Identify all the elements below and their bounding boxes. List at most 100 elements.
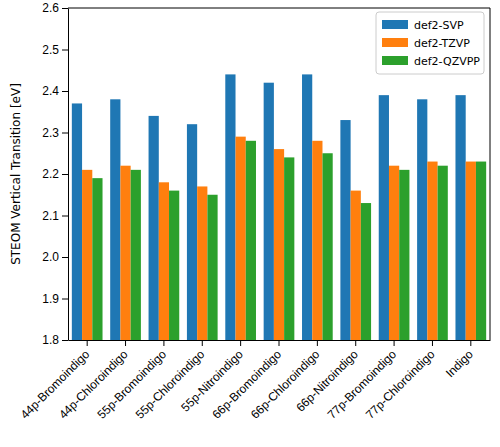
legend-label: def2-SVP — [414, 19, 464, 32]
y-tick-mark — [62, 50, 68, 51]
bar — [389, 166, 399, 340]
x-tick-label: 44p-Chloroindigo — [56, 347, 131, 422]
y-tick-mark — [62, 133, 68, 134]
x-tick-mark — [317, 340, 318, 346]
chart: 1.8 1.9 2.0 2.1 2.2 2.3 2.4 2.5 2.6 44p-Bromoindi… — [0, 0, 500, 447]
x-tick-label: 44p-Bromoindigo — [18, 347, 93, 422]
y-tick-mark — [62, 216, 68, 217]
x-axis: 44p-Bromoindigo44p-Chloroindigo55p-Bromo… — [18, 340, 491, 422]
bar-series — [82, 137, 476, 340]
x-tick: Indigo — [443, 340, 476, 380]
legend-label: def2-QZVPP — [414, 55, 480, 68]
x-tick: 77p-Bromoindigo — [325, 340, 400, 422]
y-tick: 2.2 — [42, 167, 68, 181]
bar — [159, 182, 169, 340]
x-tick: 77p-Chloroindigo — [363, 340, 438, 422]
legend-item: def2-TZVP — [382, 37, 470, 50]
y-tick-mark — [62, 299, 68, 300]
bar — [361, 203, 371, 340]
legend-swatch — [382, 38, 408, 47]
legend-label: def2-TZVP — [414, 37, 470, 50]
bar — [340, 120, 350, 340]
y-tick-label: 2.6 — [42, 1, 59, 15]
plot: 1.8 1.9 2.0 2.1 2.2 2.3 2.4 2.5 2.6 44p-Bromoindi… — [18, 1, 491, 421]
bar — [82, 170, 92, 340]
bar — [131, 170, 141, 340]
x-tick: 66p-Chloroindigo — [248, 340, 323, 422]
frame — [490, 8, 491, 340]
bar — [379, 95, 389, 340]
bar-series — [72, 74, 466, 340]
y-tick: 2.5 — [42, 43, 68, 57]
x-tick-mark — [470, 340, 471, 346]
bar — [312, 141, 322, 340]
x-tick: 55p-Chloroindigo — [133, 340, 208, 422]
bar — [322, 153, 332, 340]
x-tick-label: 66p-Chloroindigo — [248, 347, 323, 422]
bar — [274, 149, 284, 340]
y-tick-label: 2.0 — [42, 250, 59, 264]
bar — [225, 74, 235, 340]
bar — [120, 166, 130, 340]
y-tick: 2.3 — [42, 126, 68, 140]
bar — [149, 116, 159, 340]
bar — [197, 186, 207, 340]
bar — [284, 157, 294, 340]
x-tick: 44p-Bromoindigo — [18, 340, 93, 422]
x-tick-mark — [163, 340, 164, 346]
bar — [302, 74, 312, 340]
y-tick: 2.6 — [42, 1, 68, 15]
bar — [351, 191, 361, 340]
x-tick-label: 77p-Bromoindigo — [325, 347, 400, 422]
x-tick: 66p-Bromoindigo — [210, 340, 285, 422]
y-tick-mark — [62, 257, 68, 258]
y-tick-label: 1.8 — [42, 333, 59, 347]
bar — [92, 178, 102, 340]
x-tick-mark — [87, 340, 88, 346]
y-axis-title: STEOM Vertical Transition [eV] — [9, 83, 23, 265]
x-tick-mark — [202, 340, 203, 346]
y-axis: 1.8 1.9 2.0 2.1 2.2 2.3 2.4 2.5 2.6 — [42, 1, 68, 347]
y-tick: 1.9 — [42, 292, 68, 306]
bar-series — [92, 141, 486, 340]
bar — [236, 137, 246, 340]
bar — [438, 166, 448, 340]
x-tick-label: 55p-Bromoindigo — [94, 347, 169, 422]
x-tick: 44p-Chloroindigo — [56, 340, 131, 422]
y-tick-mark — [62, 91, 68, 92]
bar — [207, 195, 217, 340]
x-tick-label: 66p-Bromoindigo — [210, 347, 285, 422]
bar — [246, 141, 256, 340]
bar — [455, 95, 465, 340]
bar — [187, 124, 197, 340]
x-tick-mark — [279, 340, 280, 346]
x-tick-mark — [125, 340, 126, 346]
y-tick-mark — [62, 8, 68, 9]
y-tick-label: 2.3 — [42, 126, 59, 140]
x-tick-mark — [240, 340, 241, 346]
x-tick-label: Indigo — [443, 347, 476, 380]
legend: def2-SVP def2-TZVP def2-QZVPP — [376, 12, 484, 74]
bars — [72, 74, 486, 340]
y-tick: 2.4 — [42, 84, 68, 98]
bar — [427, 162, 437, 340]
y-tick: 1.8 — [42, 333, 68, 347]
bar — [399, 170, 409, 340]
legend-item: def2-SVP — [382, 19, 464, 32]
bar — [110, 99, 120, 340]
y-tick-mark — [62, 340, 68, 341]
bar — [169, 191, 179, 340]
legend-box — [376, 12, 484, 74]
bar — [476, 162, 486, 340]
x-tick-mark — [394, 340, 395, 346]
bar — [466, 162, 476, 340]
x-tick-mark — [355, 340, 356, 346]
x-tick-label: 55p-Chloroindigo — [133, 347, 208, 422]
y-tick: 2.0 — [42, 250, 68, 264]
y-tick-mark — [62, 174, 68, 175]
y-tick: 2.1 — [42, 209, 68, 223]
y-tick-label: 2.2 — [42, 167, 59, 181]
frame — [68, 8, 490, 9]
bar — [417, 99, 427, 340]
legend-swatch — [382, 20, 408, 29]
